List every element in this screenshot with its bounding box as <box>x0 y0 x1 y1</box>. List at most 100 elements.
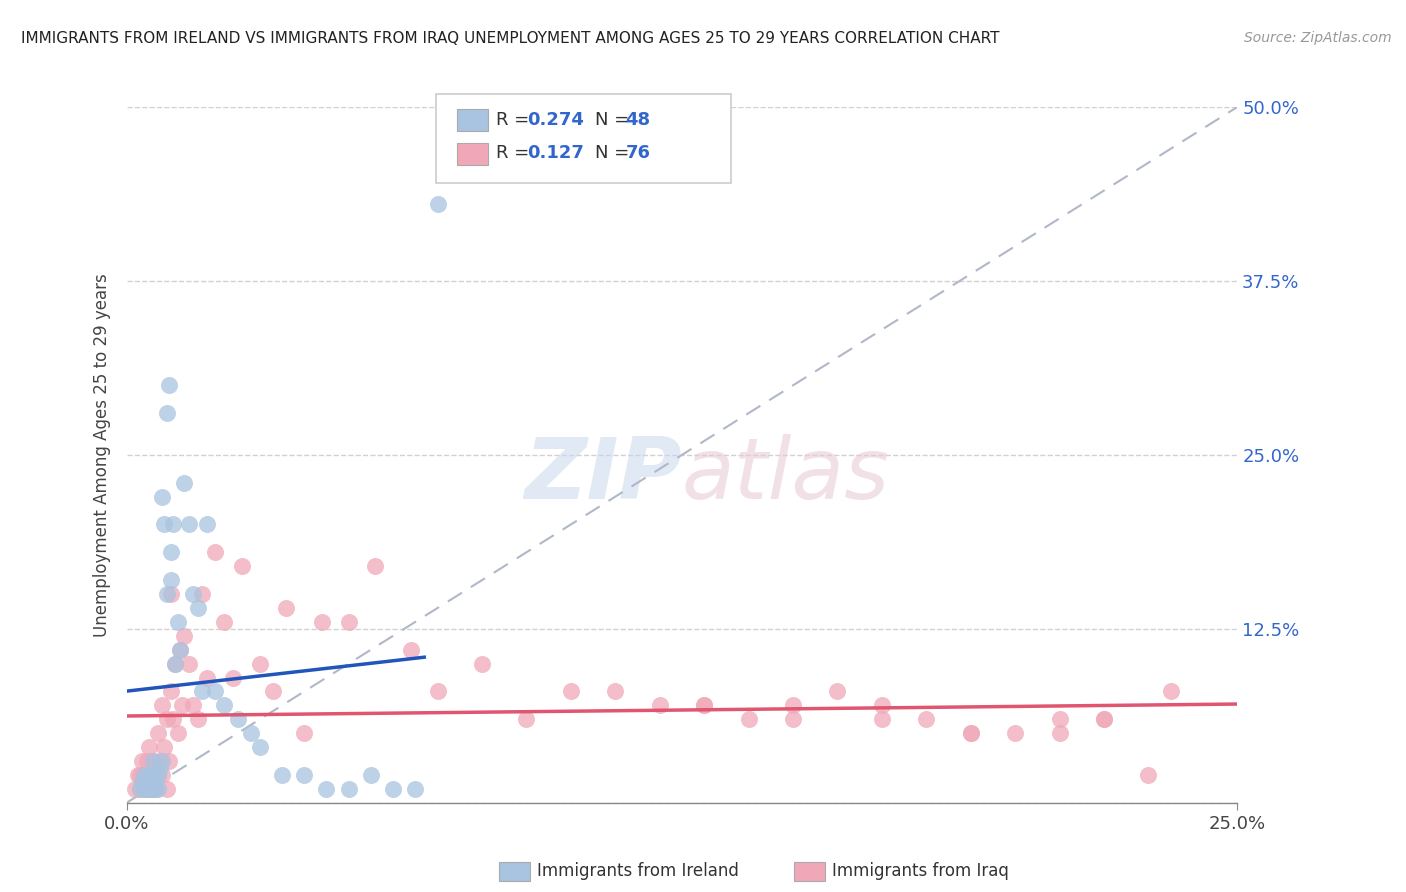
Point <box>1092 712 1115 726</box>
Point <box>160 684 183 698</box>
Point <box>231 559 253 574</box>
Point <box>1160 684 1182 698</box>
Point <box>222 671 245 685</box>
Text: 0.127: 0.127 <box>527 145 583 162</box>
Point <box>139 781 162 796</box>
Point <box>693 698 716 713</box>
Point <box>292 768 315 782</box>
Point <box>135 781 157 796</box>
Point <box>160 545 183 559</box>
Point <box>195 671 218 685</box>
Point <box>142 754 165 768</box>
Point <box>177 657 200 671</box>
Point <box>870 712 893 726</box>
Point <box>737 712 759 726</box>
Point <box>169 642 191 657</box>
Point <box>173 629 195 643</box>
Point <box>364 559 387 574</box>
Point <box>292 726 315 740</box>
Point <box>177 517 200 532</box>
Point <box>145 781 167 796</box>
Point <box>214 698 236 713</box>
Point <box>138 781 160 796</box>
Point <box>127 768 149 782</box>
Y-axis label: Unemployment Among Ages 25 to 29 years: Unemployment Among Ages 25 to 29 years <box>93 273 111 637</box>
Point <box>142 781 165 796</box>
Point <box>249 657 271 671</box>
Point <box>173 475 195 490</box>
Point <box>311 615 333 629</box>
Text: ZIP: ZIP <box>524 434 682 517</box>
Point <box>1137 768 1160 782</box>
Point <box>249 740 271 755</box>
Point <box>181 587 204 601</box>
Point <box>134 781 156 796</box>
Point <box>195 517 218 532</box>
Point <box>128 768 150 782</box>
Point <box>782 712 804 726</box>
Point <box>166 615 188 629</box>
Point <box>426 197 449 211</box>
Point <box>166 726 188 740</box>
Text: Immigrants from Ireland: Immigrants from Ireland <box>537 863 740 880</box>
Text: Source: ZipAtlas.com: Source: ZipAtlas.com <box>1244 31 1392 45</box>
Point <box>135 775 157 789</box>
Point <box>139 768 162 782</box>
Point <box>169 642 191 657</box>
Point <box>138 740 160 755</box>
Point <box>134 768 156 782</box>
Point <box>187 712 209 726</box>
Point <box>404 781 426 796</box>
Point <box>1092 712 1115 726</box>
Point <box>204 684 226 698</box>
Point <box>150 768 173 782</box>
Point <box>149 754 172 768</box>
Point <box>399 642 422 657</box>
Point <box>1049 726 1071 740</box>
Point <box>693 698 716 713</box>
Point <box>162 712 184 726</box>
Text: 48: 48 <box>626 111 651 128</box>
Point <box>191 684 214 698</box>
Point <box>605 684 627 698</box>
Point <box>138 768 160 782</box>
Point <box>181 698 204 713</box>
Point <box>827 684 849 698</box>
Point <box>135 754 157 768</box>
Text: 76: 76 <box>626 145 651 162</box>
Point <box>162 517 184 532</box>
Text: R =: R = <box>496 111 536 128</box>
Point <box>157 378 180 392</box>
Point <box>131 754 153 768</box>
Point <box>142 768 165 782</box>
Point <box>471 657 494 671</box>
Point <box>131 775 153 789</box>
Point <box>160 587 183 601</box>
Text: Immigrants from Iraq: Immigrants from Iraq <box>832 863 1010 880</box>
Point <box>149 761 172 775</box>
Point <box>134 768 156 782</box>
Point <box>150 490 173 504</box>
Point <box>145 781 167 796</box>
Point <box>959 726 981 740</box>
Point <box>165 657 187 671</box>
Point <box>276 601 298 615</box>
Point <box>128 781 150 796</box>
Point <box>155 406 177 420</box>
Point <box>172 698 194 713</box>
Point <box>382 781 405 796</box>
Point <box>915 712 938 726</box>
Point <box>142 781 165 796</box>
Point <box>138 781 160 796</box>
Point <box>271 768 294 782</box>
Point <box>165 657 187 671</box>
Point <box>782 698 804 713</box>
Point <box>128 781 150 796</box>
Point <box>360 768 382 782</box>
Text: N =: N = <box>595 145 634 162</box>
Point <box>560 684 582 698</box>
Text: 0.274: 0.274 <box>527 111 583 128</box>
Text: N =: N = <box>595 111 634 128</box>
Point <box>315 781 337 796</box>
Point <box>138 768 160 782</box>
